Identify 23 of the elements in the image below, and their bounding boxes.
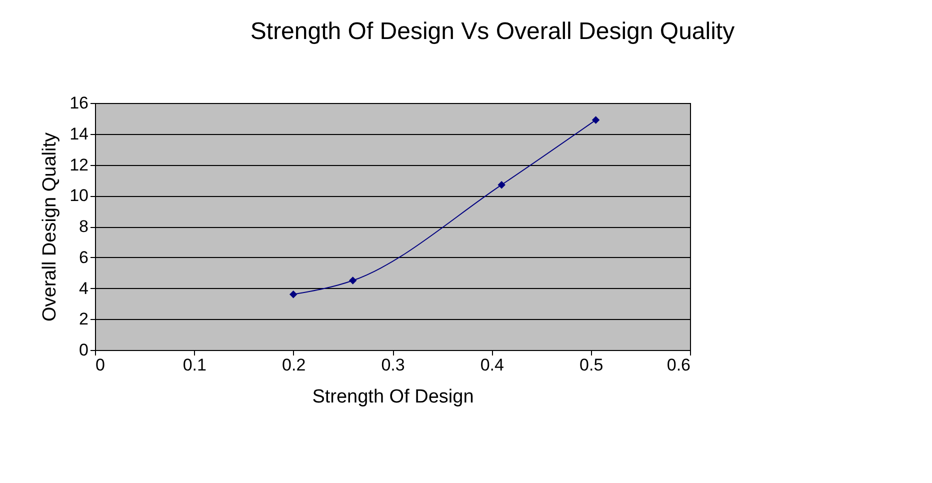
- y-tick-label: 8: [79, 217, 88, 236]
- point: [498, 180, 506, 189]
- y-tick-label: 0: [79, 340, 88, 360]
- x-tick-label: 0.5: [580, 356, 604, 374]
- y-tick-label: 2: [79, 310, 88, 329]
- x-axis-title: Strength Of Design: [312, 386, 474, 408]
- y-tick-label: 12: [70, 155, 88, 174]
- y-tick-label: 6: [79, 248, 88, 267]
- x-tick-label: 0.2: [282, 356, 306, 374]
- point: [592, 116, 600, 124]
- point: [348, 276, 357, 284]
- x-tick-label: 0.1: [182, 356, 206, 374]
- chart-title: Strength Of Design Vs Overall Design Quality: [250, 18, 735, 45]
- x-tick-label: 0.6: [666, 356, 690, 374]
- x-tick-label: 0.3: [381, 356, 405, 374]
- y-axis-title: Overall Design Quality: [40, 132, 61, 322]
- y-tick-label: 16: [70, 94, 88, 112]
- y-tick-label: 4: [79, 278, 88, 298]
- x-tick-label: 0: [96, 356, 105, 374]
- x-tick-label: 0.4: [480, 356, 504, 374]
- y-tick-label: 10: [70, 186, 88, 206]
- y-tick-label: 14: [70, 124, 88, 144]
- point: [289, 290, 298, 298]
